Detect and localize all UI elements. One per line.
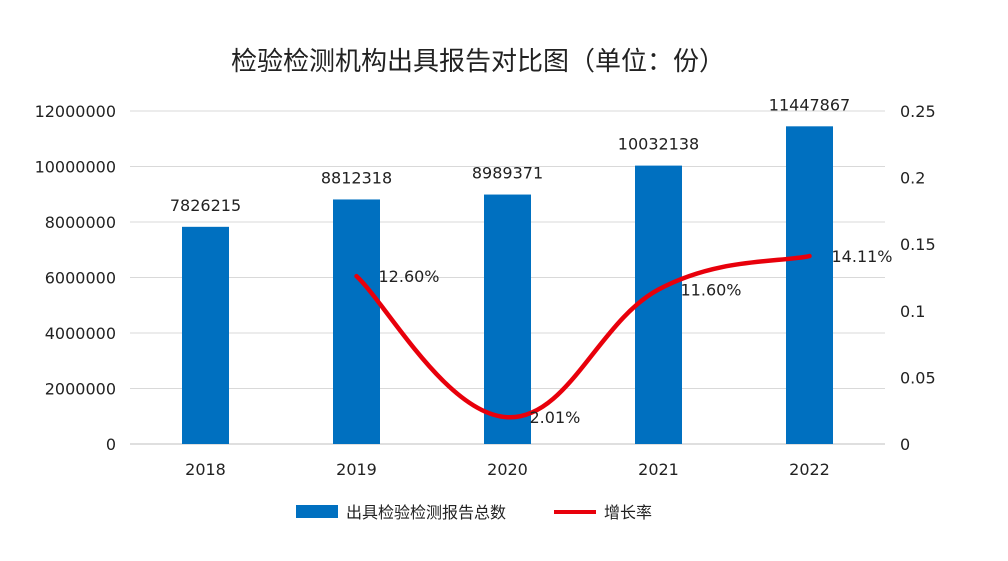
bar-2018 (182, 226, 229, 444)
left-axis-tick-label: 12000000 (35, 102, 116, 121)
line-series (354, 253, 812, 420)
left-axis-tick-label: 0 (106, 435, 116, 454)
x-axis-tick-label: 2020 (487, 460, 528, 479)
bar-series (182, 126, 833, 445)
legend: 出具检验检测报告总数 增长率 (296, 503, 652, 522)
x-axis-tick-label: 2018 (185, 460, 226, 479)
line-data-label: 14.11% (832, 247, 893, 266)
right-axis-tick-label: 0.15 (900, 235, 936, 254)
bar-2022 (786, 126, 833, 445)
bar-data-label: 8989371 (472, 164, 543, 183)
legend-swatch-bar (296, 505, 338, 518)
left-axis-tick-label: 8000000 (45, 213, 116, 232)
line-data-label: 11.60% (681, 280, 742, 299)
bar-data-labels: 7826215 8812318 8989371 10032138 11447867 (170, 95, 850, 215)
legend-label-bar: 出具检验检测报告总数 (346, 503, 506, 522)
left-axis-tick-label: 2000000 (45, 380, 116, 399)
bar-data-label: 7826215 (170, 196, 241, 215)
x-axis-ticks: 2018 2019 2020 2021 2022 (185, 460, 830, 479)
left-axis-tick-label: 10000000 (35, 158, 116, 177)
right-axis-tick-label: 0.25 (900, 102, 936, 121)
left-axis-tick-label: 4000000 (45, 324, 116, 343)
left-axis-ticks: 0 2000000 4000000 6000000 8000000 10000000 120… (35, 102, 116, 454)
right-axis-tick-label: 0 (900, 435, 910, 454)
right-axis-tick-label: 0.05 (900, 368, 936, 387)
bar-2020 (484, 194, 531, 444)
x-axis-tick-label: 2022 (789, 460, 830, 479)
bar-data-label: 8812318 (321, 168, 392, 187)
bar-2021 (635, 165, 682, 445)
growth-rate-line (354, 253, 812, 420)
right-axis-tick-label: 0.2 (900, 169, 925, 188)
bar-2019 (333, 199, 380, 444)
right-axis-ticks: 0 0.05 0.1 0.15 0.2 0.25 (900, 102, 936, 454)
line-data-labels: 12.60% 2.01% 11.60% 14.11% (379, 247, 893, 427)
right-axis-tick-label: 0.1 (900, 302, 925, 321)
x-axis-tick-label: 2019 (336, 460, 377, 479)
left-axis-tick-label: 6000000 (45, 269, 116, 288)
line-data-label: 12.60% (379, 267, 440, 286)
bar-data-label: 10032138 (618, 135, 699, 154)
chart-title: 检验检测机构出具报告对比图（单位：份） (231, 47, 725, 77)
line-data-label: 2.01% (530, 408, 581, 427)
x-axis-tick-label: 2021 (638, 460, 679, 479)
legend-label-line: 增长率 (604, 503, 652, 522)
bar-data-label: 11447867 (769, 95, 850, 114)
